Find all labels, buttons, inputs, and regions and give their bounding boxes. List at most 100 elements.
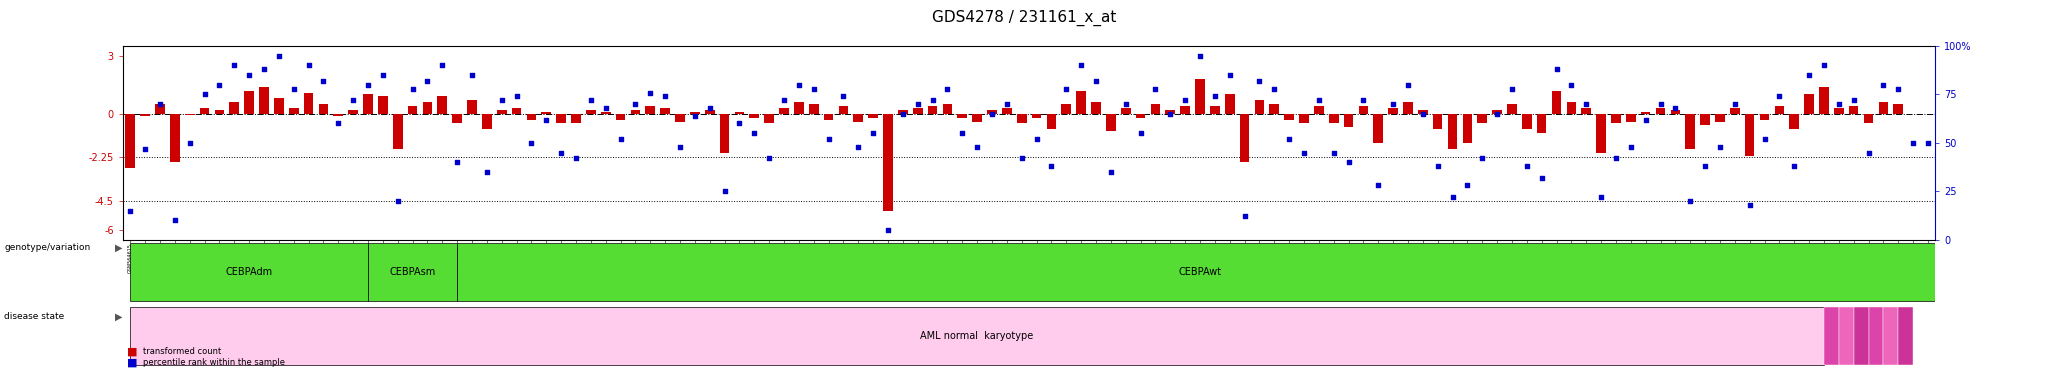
Point	[797, 86, 829, 92]
Point	[1792, 72, 1825, 78]
Bar	[1833, 108, 1843, 114]
Bar	[1839, 307, 1853, 366]
Point	[1124, 130, 1157, 136]
Bar	[1804, 94, 1815, 114]
Point	[1153, 111, 1186, 117]
Point	[1272, 136, 1305, 142]
Bar	[1298, 114, 1309, 124]
Bar	[348, 110, 358, 114]
Point	[500, 93, 532, 99]
Bar	[1640, 112, 1651, 114]
Bar	[289, 108, 299, 114]
Bar	[735, 112, 743, 114]
Bar	[1374, 114, 1382, 143]
Bar	[1790, 114, 1798, 129]
Bar	[1477, 114, 1487, 124]
Bar	[1853, 307, 1868, 366]
Point	[932, 86, 965, 92]
Point	[1421, 163, 1454, 169]
Point	[1006, 155, 1038, 161]
Point	[1079, 78, 1112, 84]
Bar	[897, 110, 907, 114]
Point	[248, 66, 281, 72]
Bar	[1507, 104, 1518, 114]
Point	[842, 144, 874, 150]
Point	[559, 155, 592, 161]
Point	[1673, 198, 1706, 204]
Point	[590, 105, 623, 111]
Point	[381, 198, 414, 204]
Bar	[125, 114, 135, 168]
Point	[604, 136, 637, 142]
Bar	[1329, 114, 1339, 124]
Point	[1599, 155, 1632, 161]
Point	[1065, 62, 1098, 68]
Bar	[1774, 106, 1784, 114]
Bar	[303, 93, 313, 114]
Point	[1690, 163, 1722, 169]
Point	[678, 113, 711, 119]
Bar	[557, 114, 565, 124]
Bar	[1825, 307, 1839, 366]
Text: ■: ■	[127, 346, 137, 356]
Point	[1466, 155, 1499, 161]
Bar	[260, 87, 268, 114]
Bar	[438, 96, 446, 114]
Text: GDS4278 / 231161_x_at: GDS4278 / 231161_x_at	[932, 10, 1116, 26]
Point	[1020, 136, 1053, 142]
Bar	[1878, 102, 1888, 114]
Point	[395, 86, 428, 92]
Bar	[764, 114, 774, 124]
Bar	[1868, 307, 1884, 366]
Bar	[795, 102, 803, 114]
Bar	[1315, 106, 1323, 114]
Bar	[1522, 114, 1532, 129]
Bar	[1819, 87, 1829, 114]
Bar	[838, 106, 848, 114]
Point	[1391, 82, 1423, 88]
Bar	[1595, 114, 1606, 152]
Bar	[141, 114, 150, 116]
Text: percentile rank within the sample: percentile rank within the sample	[143, 358, 285, 367]
Point	[307, 78, 340, 84]
Point	[412, 78, 444, 84]
Bar	[719, 114, 729, 152]
Bar	[1655, 108, 1665, 114]
Point	[143, 101, 176, 107]
Text: CEBPAdm: CEBPAdm	[225, 267, 272, 277]
Point	[856, 130, 889, 136]
Text: CEBPAwt: CEBPAwt	[1178, 267, 1221, 277]
Point	[276, 86, 309, 92]
Bar	[616, 114, 625, 120]
Point	[471, 169, 504, 175]
Bar	[541, 112, 551, 114]
Bar	[170, 114, 180, 162]
Point	[485, 97, 518, 103]
Point	[754, 155, 786, 161]
Point	[1837, 97, 1870, 103]
Bar	[201, 108, 209, 114]
Point	[1659, 105, 1692, 111]
Bar	[645, 106, 655, 114]
Bar	[1284, 114, 1294, 120]
Point	[188, 91, 221, 98]
Point	[1051, 86, 1083, 92]
Bar	[1180, 106, 1190, 114]
Point	[1212, 72, 1245, 78]
Point	[1882, 86, 1915, 92]
Bar	[1137, 114, 1145, 118]
Bar	[778, 108, 788, 114]
Point	[1303, 97, 1335, 103]
Bar	[1120, 108, 1130, 114]
Bar	[690, 112, 700, 114]
Point	[1094, 169, 1126, 175]
Point	[1362, 182, 1395, 189]
Point	[440, 159, 473, 165]
Bar	[1700, 114, 1710, 126]
Point	[1436, 194, 1468, 200]
Bar	[913, 108, 922, 114]
Bar	[1671, 110, 1679, 114]
Bar	[1849, 106, 1858, 114]
Bar	[408, 106, 418, 114]
Point	[1288, 149, 1321, 156]
